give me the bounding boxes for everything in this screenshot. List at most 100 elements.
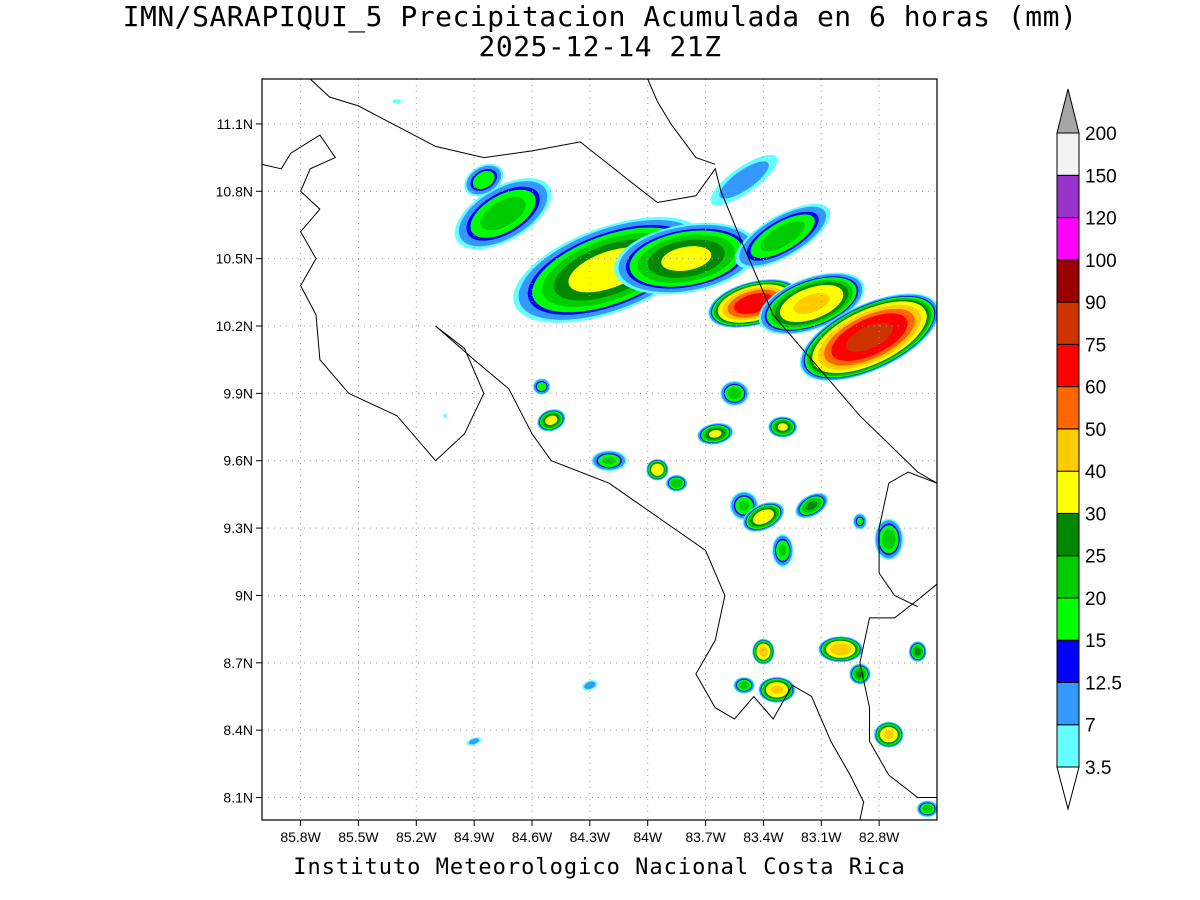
precip-cell-9-level-6: [545, 415, 558, 426]
colorbar-swatch-4: [1056, 555, 1080, 599]
colorbar-label-14: 150: [1085, 166, 1117, 187]
precip-cell-13-level-4: [670, 478, 683, 488]
precip-cell-8-level-1: [719, 161, 769, 199]
colorbar-label-2: 12.5: [1085, 674, 1122, 695]
colorbar-swatch-12: [1056, 217, 1080, 261]
colorbar-label-8: 50: [1085, 420, 1106, 441]
precip-cell-26-level-7: [883, 730, 894, 740]
colorbar-label-11: 90: [1085, 293, 1106, 314]
lat-tick-label-1: 8.4N: [223, 722, 253, 738]
precip-cell-23-level-7: [770, 685, 784, 695]
colorbar-swatch-7: [1056, 428, 1080, 472]
lon-tick-label-0: 85.8W: [280, 829, 321, 845]
precip-cell-34-level-4: [922, 804, 933, 813]
lon-tick-label-6: 84W: [633, 829, 663, 845]
colorbar-swatch-2: [1056, 639, 1080, 684]
precip-cell-20-level-4: [778, 544, 787, 557]
precip-cell-18-level-6: [752, 509, 774, 525]
colorbar-legend: 3.5 7 12.5 15 20 25 30 40 50 60 75 90 100 120 150 200: [1056, 88, 1122, 811]
colorbar-swatch-5: [1056, 512, 1080, 557]
colorbar-label-12: 100: [1085, 251, 1117, 272]
coastline-3: [859, 583, 937, 798]
colorbar-label-7: 40: [1085, 462, 1106, 483]
colorbar-arrow-top: [1056, 88, 1080, 134]
precip-cell-11-level-4: [602, 457, 616, 465]
precip-cell-19-level-5: [805, 501, 818, 511]
precip-cell-28-level-4: [882, 529, 896, 549]
colorbar-swatch-3: [1056, 597, 1080, 641]
precip-cell-14-level-6: [708, 429, 722, 438]
precipitation-field: [392, 99, 937, 818]
precip-cell-17-level-4: [739, 500, 750, 511]
lon-tick-label-2: 85.2W: [396, 829, 437, 845]
lat-tick-label-3: 9N: [235, 587, 253, 603]
lat-tick-label-6: 9.9N: [223, 385, 253, 401]
colorbar-label-1: 7: [1085, 716, 1096, 737]
colorbar-label-13: 120: [1085, 209, 1117, 230]
precip-cell-24-level-7: [830, 643, 852, 656]
lat-tick-label-7: 10.2N: [216, 318, 253, 334]
precip-cell-2-level-4: [480, 197, 526, 231]
colorbar-label-0: 3.5: [1085, 758, 1111, 779]
precip-cell-21-level-7: [758, 646, 768, 657]
precip-cell-27-level-5: [914, 647, 921, 656]
precip-cell-3-level-3: [472, 170, 495, 190]
colorbar-swatch-1: [1056, 682, 1080, 726]
colorbar-label-9: 60: [1085, 378, 1106, 399]
precip-cell-16-level-6: [777, 423, 788, 431]
precip-cell-32-level-0: [392, 99, 402, 104]
colorbar-swatch-6: [1056, 470, 1080, 514]
page-title: IMN/SARAPIQUI_5 Precipitacion Acumulada …: [0, 2, 1200, 62]
precip-cell-29-level-3: [856, 517, 864, 526]
colorbar-label-5: 25: [1085, 547, 1106, 568]
latitude-axis: 8.1N 8.4N 8.7N 9N 9.3N 9.6N 9.9N 10.2N 10.5N 10.8…: [216, 116, 262, 806]
colorbar-swatch-11: [1056, 259, 1080, 303]
colorbar-swatch-13: [1056, 174, 1080, 219]
lat-tick-label-2: 8.7N: [223, 655, 253, 671]
lon-tick-label-5: 84.3W: [570, 829, 611, 845]
precip-cell-22-level-4: [739, 681, 750, 690]
lon-tick-label-8: 83.4W: [743, 829, 784, 845]
precip-cell-33-level-0: [443, 413, 448, 418]
lon-tick-label-1: 85.5W: [338, 829, 379, 845]
precip-cell-6-level-10: [846, 322, 893, 352]
precip-cell-15-level-4: [727, 387, 742, 400]
colorbar-label-3: 15: [1085, 631, 1106, 652]
footer-credit: Instituto Meteorologico Nacional Costa R…: [293, 855, 906, 880]
colorbar-swatch-9: [1056, 343, 1080, 388]
precip-cell-10-level-3: [536, 382, 547, 392]
colorbar-swatch-0: [1056, 724, 1080, 768]
coastline-2: [647, 79, 716, 165]
lat-tick-label-9: 10.8N: [216, 183, 253, 199]
lon-tick-label-9: 83.1W: [801, 829, 842, 845]
colorbar-arrow-bottom: [1056, 766, 1080, 811]
precip-cell-1-level-6: [661, 246, 712, 272]
lon-tick-label-3: 84.9W: [454, 829, 495, 845]
lat-tick-label-10: 11.1N: [217, 116, 253, 132]
colorbar-label-10: 75: [1085, 335, 1106, 356]
longitude-axis: 85.8W 85.5W 85.2W 84.9W 84.6W 84.3W 84W 83.7W 83…: [280, 820, 900, 845]
title-line-1: IMN/SARAPIQUI_5 Precipitacion Acumulada …: [122, 0, 1078, 33]
coastline-4: [878, 471, 937, 608]
colorbar-swatch-8: [1056, 386, 1080, 430]
precip-cell-7-level-4: [760, 221, 805, 252]
lat-tick-label-4: 9.3N: [223, 520, 253, 536]
precip-cell-5-level-7: [793, 293, 830, 314]
colorbar-swatch-10: [1056, 301, 1080, 345]
precip-cell-31-level-1: [469, 738, 480, 745]
colorbar-label-6: 30: [1085, 504, 1106, 525]
lon-tick-label-4: 84.6W: [512, 829, 553, 845]
lat-tick-label-5: 9.6N: [223, 453, 253, 469]
colorbar-swatch-14: [1056, 132, 1080, 176]
title-line-2: 2025-12-14 21Z: [478, 30, 722, 63]
coastline-borders: [262, 79, 937, 820]
grid-lines: [262, 79, 937, 820]
lat-tick-label-0: 8.1N: [223, 790, 253, 806]
lon-tick-label-7: 83.7W: [685, 829, 726, 845]
precip-cell-12-level-6: [651, 463, 664, 476]
lon-tick-label-10: 82.8W: [859, 829, 900, 845]
colorbar-label-4: 20: [1085, 589, 1106, 610]
map-frame: [261, 78, 938, 821]
colorbar-label-15: 200: [1085, 124, 1117, 145]
coastline-0: [262, 134, 865, 820]
